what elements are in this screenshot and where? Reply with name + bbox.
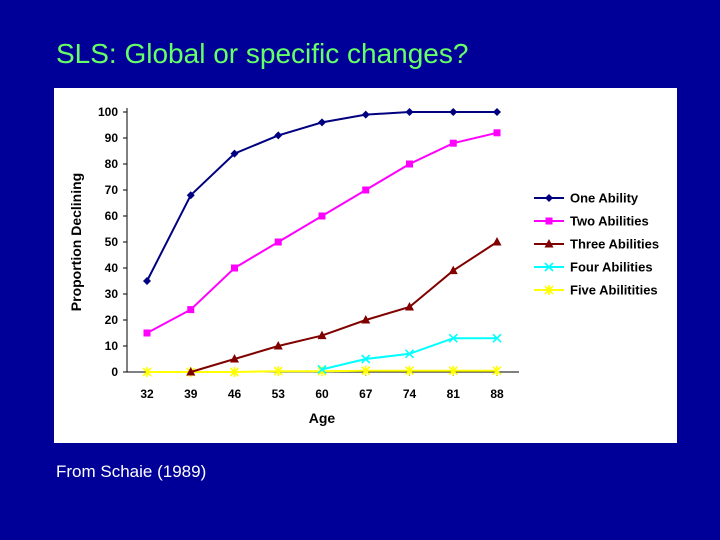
- data-point-one-ability: [186, 191, 195, 200]
- data-point-one-ability: [143, 277, 151, 285]
- data-point-two-abilities: [406, 160, 413, 168]
- data-point-two-abilities: [274, 238, 282, 246]
- data-point-three-abilities: [186, 367, 196, 376]
- legend-marker-three-abilities: [544, 239, 554, 248]
- legend-marker-one-ability: [545, 194, 553, 202]
- data-point-five-abilitities: [448, 365, 458, 376]
- data-point-one-ability: [274, 131, 283, 140]
- x-tick-label: 81: [447, 387, 461, 401]
- data-point-one-ability: [493, 108, 501, 116]
- y-tick-label: 30: [105, 287, 119, 301]
- y-tick-label: 90: [105, 131, 119, 145]
- legend-marker-four-abilities: [544, 262, 554, 272]
- data-point-four-abilities: [404, 349, 415, 359]
- legend-label-five-abilitities: Five Abilitities: [570, 283, 658, 298]
- x-tick-label: 74: [403, 387, 417, 401]
- legend-label-two-abilities: Two Abilities: [570, 214, 649, 229]
- data-point-one-ability: [318, 118, 326, 127]
- chart-panel: 0 10 20 30 40 50 60 70 80 90 100 32 39 46 53 60 67 74 81 88…: [54, 88, 677, 443]
- x-tick-label: 32: [140, 387, 154, 401]
- x-tick-label: 53: [272, 387, 286, 401]
- series-line-two-abilities: [146, 131, 498, 334]
- line-chart: 0 10 20 30 40 50 60 70 80 90 100 32 39 46 53 60 67 74 81 88…: [68, 105, 659, 426]
- data-point-five-abilitities: [404, 365, 415, 376]
- data-point-four-abilities: [448, 333, 458, 343]
- x-tick-label: 60: [315, 387, 329, 401]
- data-point-one-ability: [405, 108, 414, 116]
- legend-label-three-abilities: Three Abilities: [570, 237, 659, 252]
- x-tick-label: 39: [184, 387, 198, 401]
- data-point-two-abilities: [318, 212, 326, 220]
- y-tick-label: 20: [105, 313, 119, 327]
- data-point-one-ability: [361, 110, 370, 119]
- data-point-five-abilitities: [492, 365, 502, 376]
- legend-marker-five-abilitities: [544, 285, 554, 295]
- source-caption: From Schaie (1989): [56, 462, 207, 481]
- data-point-five-abilitities: [273, 366, 283, 377]
- y-tick-label: 60: [105, 209, 119, 223]
- legend-label-four-abilities: Four Abilities: [570, 260, 653, 275]
- data-point-two-abilities: [231, 264, 238, 272]
- data-point-one-ability: [230, 149, 239, 158]
- data-point-one-ability: [449, 108, 458, 116]
- x-tick-label: 88: [490, 387, 504, 401]
- x-tick-label: 67: [359, 387, 373, 401]
- data-point-three-abilities: [273, 341, 283, 350]
- data-point-three-abilities: [361, 315, 371, 324]
- y-axis-title: Proportion Declining: [68, 173, 84, 311]
- slide-title: SLS: Global or specific changes?: [56, 38, 469, 69]
- y-tick-label: 100: [98, 105, 118, 119]
- y-tick-label: 50: [105, 235, 119, 249]
- y-tick-label: 10: [105, 339, 119, 353]
- y-tick-label: 0: [111, 365, 118, 379]
- data-point-four-abilities: [317, 364, 327, 374]
- data-point-three-abilities: [317, 330, 327, 340]
- data-point-two-abilities: [493, 129, 501, 137]
- data-point-five-abilitities: [361, 365, 371, 376]
- data-point-four-abilities: [492, 333, 502, 343]
- y-tick-label: 80: [105, 157, 119, 171]
- legend-marker-two-abilities: [545, 217, 553, 225]
- data-point-two-abilities: [187, 306, 195, 314]
- legend-label-one-ability: One Ability: [570, 191, 639, 206]
- y-tick-label: 40: [105, 261, 119, 275]
- data-point-three-abilities: [492, 237, 502, 246]
- data-point-two-abilities: [362, 186, 370, 194]
- data-point-three-abilities: [448, 265, 458, 275]
- y-tick-label: 70: [105, 183, 119, 197]
- series-line-one-ability: [146, 111, 497, 282]
- data-point-two-abilities: [143, 329, 151, 337]
- data-point-three-abilities: [230, 354, 239, 363]
- data-point-five-abilitities: [142, 367, 152, 377]
- x-axis-title: Age: [309, 410, 336, 426]
- data-point-two-abilities: [449, 139, 457, 147]
- x-tick-label: 46: [228, 387, 242, 401]
- data-point-five-abilitities: [229, 367, 240, 377]
- data-point-four-abilities: [361, 354, 371, 364]
- data-point-three-abilities: [405, 302, 414, 311]
- series-line-three-abilities: [190, 241, 498, 373]
